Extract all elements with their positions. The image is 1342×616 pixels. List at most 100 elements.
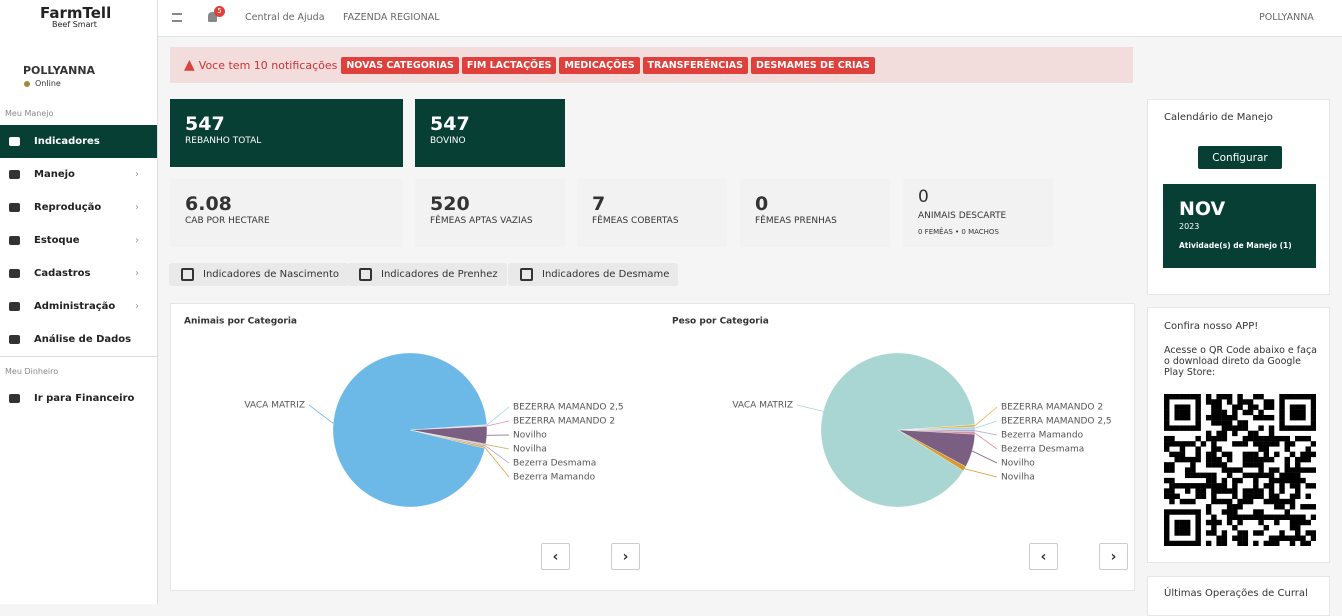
qr-module [1290, 536, 1295, 541]
qr-module [1311, 415, 1316, 420]
qr-module [1300, 504, 1305, 509]
qr-module [1211, 499, 1216, 504]
qr-module [1195, 473, 1200, 478]
menu-item[interactable]: Administração› [0, 290, 157, 323]
qr-module [1180, 425, 1185, 430]
menu-item[interactable]: Cadastros› [0, 257, 157, 290]
qr-module [1227, 399, 1232, 404]
qr-module [1180, 520, 1185, 525]
qr-module [1180, 452, 1185, 457]
qr-module [1232, 525, 1237, 530]
slice-label: Novilha [1001, 473, 1035, 483]
qr-module [1222, 452, 1227, 457]
qr-module [1169, 509, 1174, 514]
help[interactable]: Central de Ajuda [245, 12, 325, 23]
menu-label: Estoque [34, 235, 80, 246]
qr-module [1190, 483, 1195, 488]
qr-module [1300, 515, 1305, 520]
qr-module [1248, 452, 1253, 457]
next[interactable]: › [611, 543, 640, 570]
qr-module [1211, 462, 1216, 467]
qr-module [1295, 436, 1300, 441]
qr-code [1164, 394, 1316, 546]
qr-module [1180, 530, 1185, 535]
qr-module [1169, 499, 1174, 504]
qr-module [1195, 525, 1200, 530]
qr-module [1232, 483, 1237, 488]
qr-module [1253, 473, 1258, 478]
hamburger[interactable] [172, 13, 182, 22]
qr-module [1195, 404, 1200, 409]
qr-module [1269, 425, 1274, 430]
menu-item[interactable]: Estoque› [0, 224, 157, 257]
qr-module [1216, 431, 1221, 436]
qr-module [1285, 509, 1290, 514]
user[interactable]: POLLYANNA [23, 64, 95, 77]
menu-icon [9, 335, 20, 344]
stat-label: CAB POR HECTARE [185, 216, 270, 226]
qr-module [1227, 520, 1232, 525]
qr-module [1258, 436, 1263, 441]
indicator-tab[interactable]: Indicadores de Nascimento [169, 263, 348, 286]
configure[interactable]: Configurar [1198, 146, 1282, 169]
farm[interactable]: FAZENDA REGIONAL [343, 12, 440, 23]
qr-module [1285, 536, 1290, 541]
qr-module [1211, 525, 1216, 530]
indicator-tab[interactable]: Indicadores de Desmame [508, 263, 678, 286]
month: NOV [1179, 198, 1225, 220]
qr-module [1258, 425, 1263, 430]
qr-module [1206, 452, 1211, 457]
tab-label: Indicadores de Desmame [542, 269, 669, 280]
qr-module [1211, 478, 1216, 483]
prev[interactable]: ‹ [1029, 543, 1058, 570]
stat-label: ANIMAIS DESCARTE [918, 211, 1006, 221]
menu-item[interactable]: Manejo› [0, 158, 157, 191]
prev[interactable]: ‹ [541, 543, 570, 570]
qr-module [1237, 399, 1242, 404]
qr-module [1311, 483, 1316, 488]
qr-module [1206, 457, 1211, 462]
qr-module [1206, 399, 1211, 404]
qr-module [1206, 431, 1211, 436]
chart-title: Peso por Categoria [672, 317, 769, 327]
qr-module [1232, 431, 1237, 436]
qr-module [1174, 415, 1179, 420]
menu-item[interactable]: Análise de Dados [0, 323, 157, 356]
qr-module [1174, 520, 1179, 525]
activity[interactable]: Atividade(s) de Manejo (1) [1179, 241, 1292, 250]
menu-item[interactable]: Indicadores [0, 125, 157, 158]
stat-label: FÊMEAS PRENHAS [755, 216, 837, 226]
indicator-tab[interactable]: Indicadores de Prenhez [347, 263, 507, 286]
ops: Últimas Operações de Curral [1147, 576, 1330, 616]
qr-module [1185, 441, 1190, 446]
menu-item[interactable]: Reprodução› [0, 191, 157, 224]
stat-value: 547 [430, 113, 470, 135]
qr-module [1185, 410, 1190, 415]
leader-line [485, 447, 509, 477]
qr-module [1195, 520, 1200, 525]
notification-button[interactable]: NOVAS CATEGORIAS [341, 57, 458, 74]
qr-module [1201, 441, 1206, 446]
qr-module [1269, 478, 1274, 483]
qr-module [1174, 452, 1179, 457]
user[interactable]: POLLYANNA [1259, 12, 1314, 23]
stat-sub: 0 FEMÊAS • 0 MACHOS [918, 228, 999, 236]
qr-module [1243, 530, 1248, 535]
qr-module [1253, 483, 1258, 488]
qr-module [1300, 457, 1305, 462]
qr-module [1206, 541, 1211, 546]
notification-button[interactable]: TRANSFERÊNCIAS [643, 57, 748, 74]
qr-module [1237, 515, 1242, 520]
qr-module [1311, 530, 1316, 535]
next[interactable]: › [1099, 543, 1128, 570]
qr-module [1258, 494, 1263, 499]
notification-button[interactable]: DESMAMES DE CRIAS [751, 57, 875, 74]
qr-module [1190, 467, 1195, 472]
menu-item[interactable]: Ir para Financeiro [0, 382, 157, 415]
notification-button[interactable]: MEDICAÇÕES [559, 57, 639, 74]
slice-label: Bezerra Desmama [1001, 445, 1084, 455]
qr-module [1211, 520, 1216, 525]
notification-button[interactable]: FIM LACTAÇÕES [462, 57, 557, 74]
